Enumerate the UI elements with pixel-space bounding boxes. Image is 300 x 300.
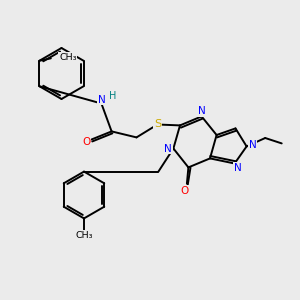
Text: N: N: [198, 106, 206, 116]
Text: N: N: [234, 163, 242, 173]
Text: O: O: [82, 137, 90, 147]
Text: CH₃: CH₃: [75, 231, 93, 240]
Text: CH₃: CH₃: [59, 53, 77, 62]
Text: N: N: [98, 94, 106, 105]
Text: O: O: [181, 185, 189, 196]
Text: H: H: [109, 91, 116, 101]
Text: S: S: [154, 118, 161, 129]
Text: N: N: [164, 143, 172, 154]
Text: N: N: [249, 140, 256, 150]
